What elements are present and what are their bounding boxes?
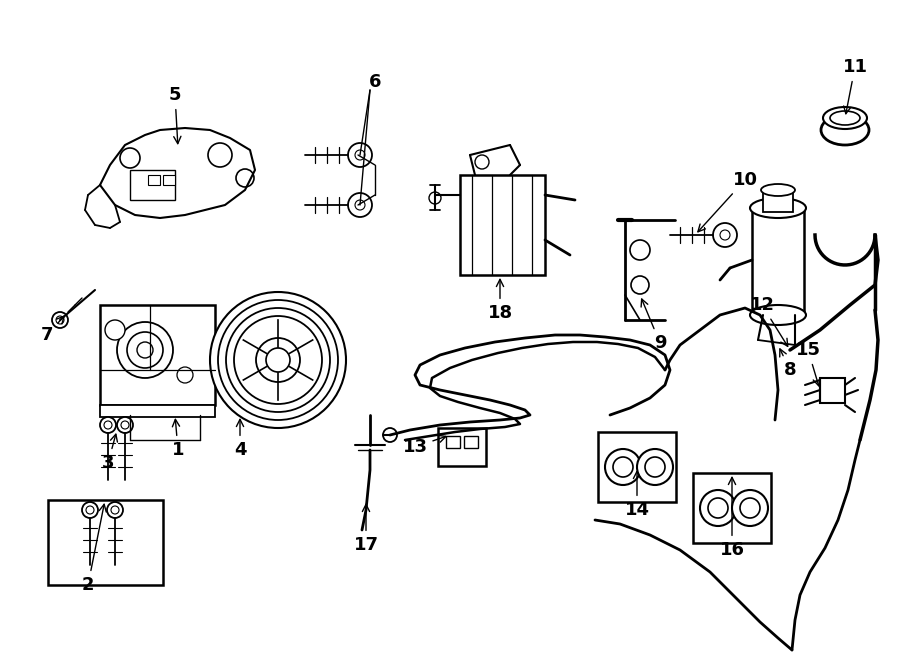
Circle shape	[355, 200, 365, 210]
Circle shape	[208, 143, 232, 167]
Circle shape	[630, 240, 650, 260]
Circle shape	[127, 332, 163, 368]
Text: 13: 13	[402, 436, 446, 456]
Circle shape	[266, 348, 290, 372]
Text: 6: 6	[369, 73, 382, 91]
Bar	[100, 405, 215, 417]
Bar	[446, 436, 460, 448]
Text: 8: 8	[779, 349, 796, 379]
Circle shape	[348, 143, 372, 167]
Bar	[460, 175, 545, 275]
Text: 15: 15	[796, 341, 821, 386]
Bar	[464, 436, 478, 448]
Ellipse shape	[750, 198, 806, 218]
Text: 3: 3	[102, 434, 117, 472]
Circle shape	[100, 417, 116, 433]
Circle shape	[120, 148, 140, 168]
Bar	[598, 432, 676, 502]
Circle shape	[713, 223, 737, 247]
Text: 14: 14	[625, 471, 650, 519]
Circle shape	[111, 506, 119, 514]
Bar	[48, 500, 163, 585]
Circle shape	[234, 316, 322, 404]
Circle shape	[708, 498, 728, 518]
Bar	[752, 210, 804, 315]
Circle shape	[256, 338, 300, 382]
Circle shape	[355, 150, 365, 160]
Text: 18: 18	[488, 280, 513, 322]
Circle shape	[121, 421, 129, 429]
Circle shape	[56, 316, 64, 324]
Text: 17: 17	[354, 504, 379, 554]
Text: 16: 16	[719, 477, 744, 559]
Circle shape	[475, 155, 489, 169]
Text: 9: 9	[641, 299, 666, 352]
Text: 1: 1	[172, 419, 184, 459]
Circle shape	[117, 322, 173, 378]
Ellipse shape	[823, 107, 867, 129]
Circle shape	[107, 502, 123, 518]
Circle shape	[210, 292, 346, 428]
Ellipse shape	[821, 115, 869, 145]
Bar	[130, 170, 175, 200]
Circle shape	[82, 502, 98, 518]
Bar	[100, 305, 215, 405]
Bar	[820, 378, 845, 403]
Text: 7: 7	[40, 316, 64, 344]
Bar	[148, 175, 160, 185]
Ellipse shape	[761, 184, 795, 196]
Circle shape	[700, 490, 736, 526]
Circle shape	[348, 193, 372, 217]
Circle shape	[236, 169, 254, 187]
Ellipse shape	[830, 111, 860, 125]
Text: 5: 5	[169, 86, 181, 143]
Text: 11: 11	[842, 58, 868, 114]
Circle shape	[720, 230, 730, 240]
Circle shape	[740, 498, 760, 518]
Circle shape	[117, 417, 133, 433]
Circle shape	[605, 449, 641, 485]
Text: 12: 12	[750, 296, 788, 346]
Text: 10: 10	[698, 171, 758, 232]
Bar	[163, 175, 175, 185]
Circle shape	[429, 192, 441, 204]
Text: 2: 2	[82, 504, 106, 594]
Circle shape	[137, 342, 153, 358]
Circle shape	[86, 506, 94, 514]
Bar	[763, 190, 793, 212]
Circle shape	[218, 300, 338, 420]
Circle shape	[226, 308, 330, 412]
Circle shape	[613, 457, 633, 477]
Circle shape	[177, 367, 193, 383]
Circle shape	[732, 490, 768, 526]
Text: 4: 4	[234, 419, 247, 459]
Circle shape	[52, 312, 68, 328]
Circle shape	[637, 449, 673, 485]
Circle shape	[383, 428, 397, 442]
Bar	[438, 428, 486, 466]
Circle shape	[645, 457, 665, 477]
Circle shape	[104, 421, 112, 429]
Circle shape	[631, 276, 649, 294]
Circle shape	[105, 320, 125, 340]
Ellipse shape	[750, 305, 806, 325]
Bar	[693, 473, 771, 543]
